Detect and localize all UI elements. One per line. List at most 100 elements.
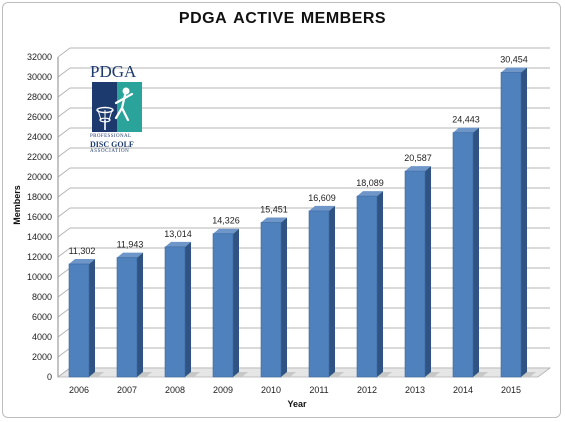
bar-top <box>213 228 239 234</box>
bar-shadow <box>281 372 296 377</box>
gridline-depth <box>57 327 71 338</box>
gridline-depth <box>57 207 71 218</box>
title-word-2: ACTIVE <box>233 10 295 27</box>
bar <box>68 263 90 378</box>
y-tick-label: 18000 <box>27 192 52 202</box>
gridline-depth <box>57 147 71 158</box>
x-tick-label: 2015 <box>501 385 521 395</box>
y-tick-label: 14000 <box>27 232 52 242</box>
y-tick-label: 20000 <box>27 172 52 182</box>
bar <box>356 195 378 378</box>
logo-sub-professional: PROFESSIONAL <box>90 134 132 139</box>
x-tick-label: 2008 <box>165 385 185 395</box>
gridline-depth <box>57 107 71 118</box>
data-label: 15,451 <box>260 204 288 214</box>
gridline-depth <box>57 267 71 278</box>
gridline-depth <box>57 127 71 138</box>
bar-side <box>425 166 431 377</box>
bar-side <box>521 67 527 378</box>
y-tick-label: 6000 <box>32 312 52 322</box>
y-tick-label: 26000 <box>27 112 52 122</box>
bar-side <box>377 191 383 377</box>
y-tick-label: 2000 <box>32 352 52 362</box>
bar-shadow <box>185 372 200 377</box>
bar-shadow <box>89 372 104 377</box>
disc-golf-basket-icon <box>92 82 142 132</box>
chart-title: PDGA ACTIVE MEMBERS <box>0 10 565 28</box>
data-label: 18,089 <box>356 178 384 188</box>
gridline-depth <box>57 287 71 298</box>
bar-top <box>69 258 95 264</box>
gridline-depth <box>57 227 71 238</box>
bar-shadow <box>329 372 344 377</box>
gridline-depth <box>57 187 71 198</box>
bar-top <box>453 127 479 133</box>
bar-shadow <box>521 372 536 377</box>
y-tick-label: 32000 <box>27 52 52 62</box>
bar-top <box>117 252 143 258</box>
bar-side <box>233 228 239 377</box>
bar-shadow <box>137 372 152 377</box>
data-label: 13,014 <box>164 229 192 239</box>
gridline-depth <box>57 307 71 318</box>
title-word-1: PDGA <box>178 10 228 27</box>
title-word-3: MEMBERS <box>300 10 387 27</box>
bar-side <box>137 252 143 377</box>
logo-sub-disc-golf: DISC GOLF <box>90 140 134 149</box>
bar <box>308 210 330 378</box>
bar-top <box>357 191 383 197</box>
bar-top <box>501 67 527 73</box>
data-label: 11,302 <box>69 246 96 256</box>
bar-side <box>329 205 335 377</box>
x-tick-label: 2009 <box>213 385 233 395</box>
x-tick-label: 2010 <box>261 385 281 395</box>
y-tick-label: 30000 <box>27 72 52 82</box>
data-label: 30,454 <box>500 54 528 64</box>
logo-lettering: PDGA <box>90 62 137 81</box>
bar-shadow <box>425 372 440 377</box>
bar-top <box>309 205 335 211</box>
x-tick-label: 2014 <box>453 385 473 395</box>
bar-top <box>261 217 287 223</box>
y-tick-label: 12000 <box>27 252 52 262</box>
bar <box>500 72 522 378</box>
y-tick-label: 22000 <box>27 152 52 162</box>
bar <box>116 257 138 378</box>
y-tick-label: 8000 <box>32 292 52 302</box>
bar <box>452 132 474 378</box>
gridline-depth <box>57 247 71 258</box>
x-tick-label: 2013 <box>405 385 425 395</box>
bar-side <box>89 258 95 377</box>
gridline-depth <box>57 347 71 358</box>
y-tick-label: 10000 <box>27 272 52 282</box>
bar <box>260 222 282 378</box>
gridline-depth <box>57 47 71 58</box>
x-tick-label: 2012 <box>357 385 377 395</box>
bar-top <box>405 166 431 172</box>
bar-shadow <box>473 372 488 377</box>
bar-side <box>473 127 479 377</box>
y-tick-label: 16000 <box>27 212 52 222</box>
bar <box>164 246 186 378</box>
x-tick-label: 2011 <box>309 385 328 395</box>
y-tick-label: 24000 <box>27 132 52 142</box>
y-tick-label: 4000 <box>32 332 52 342</box>
data-label: 20,587 <box>404 153 432 163</box>
bar <box>212 233 234 378</box>
x-tick-label: 2006 <box>69 385 89 395</box>
bar-side <box>185 241 191 377</box>
gridline-depth <box>57 67 71 78</box>
x-axis-label: Year <box>287 399 307 409</box>
bar <box>404 170 426 378</box>
x-tick-label: 2007 <box>117 385 137 395</box>
bar-shadow <box>377 372 392 377</box>
gridline-depth <box>57 87 71 98</box>
gridline-depth <box>57 167 71 178</box>
bar-side <box>281 217 287 377</box>
y-axis-label: Members <box>12 185 22 225</box>
data-label: 11,943 <box>117 240 144 250</box>
data-label: 16,609 <box>308 193 336 203</box>
pdga-logo: PDGA PROFESSIONAL DISC GOLF ASSOCIATION <box>90 62 146 154</box>
y-tick-label: 28000 <box>27 92 52 102</box>
